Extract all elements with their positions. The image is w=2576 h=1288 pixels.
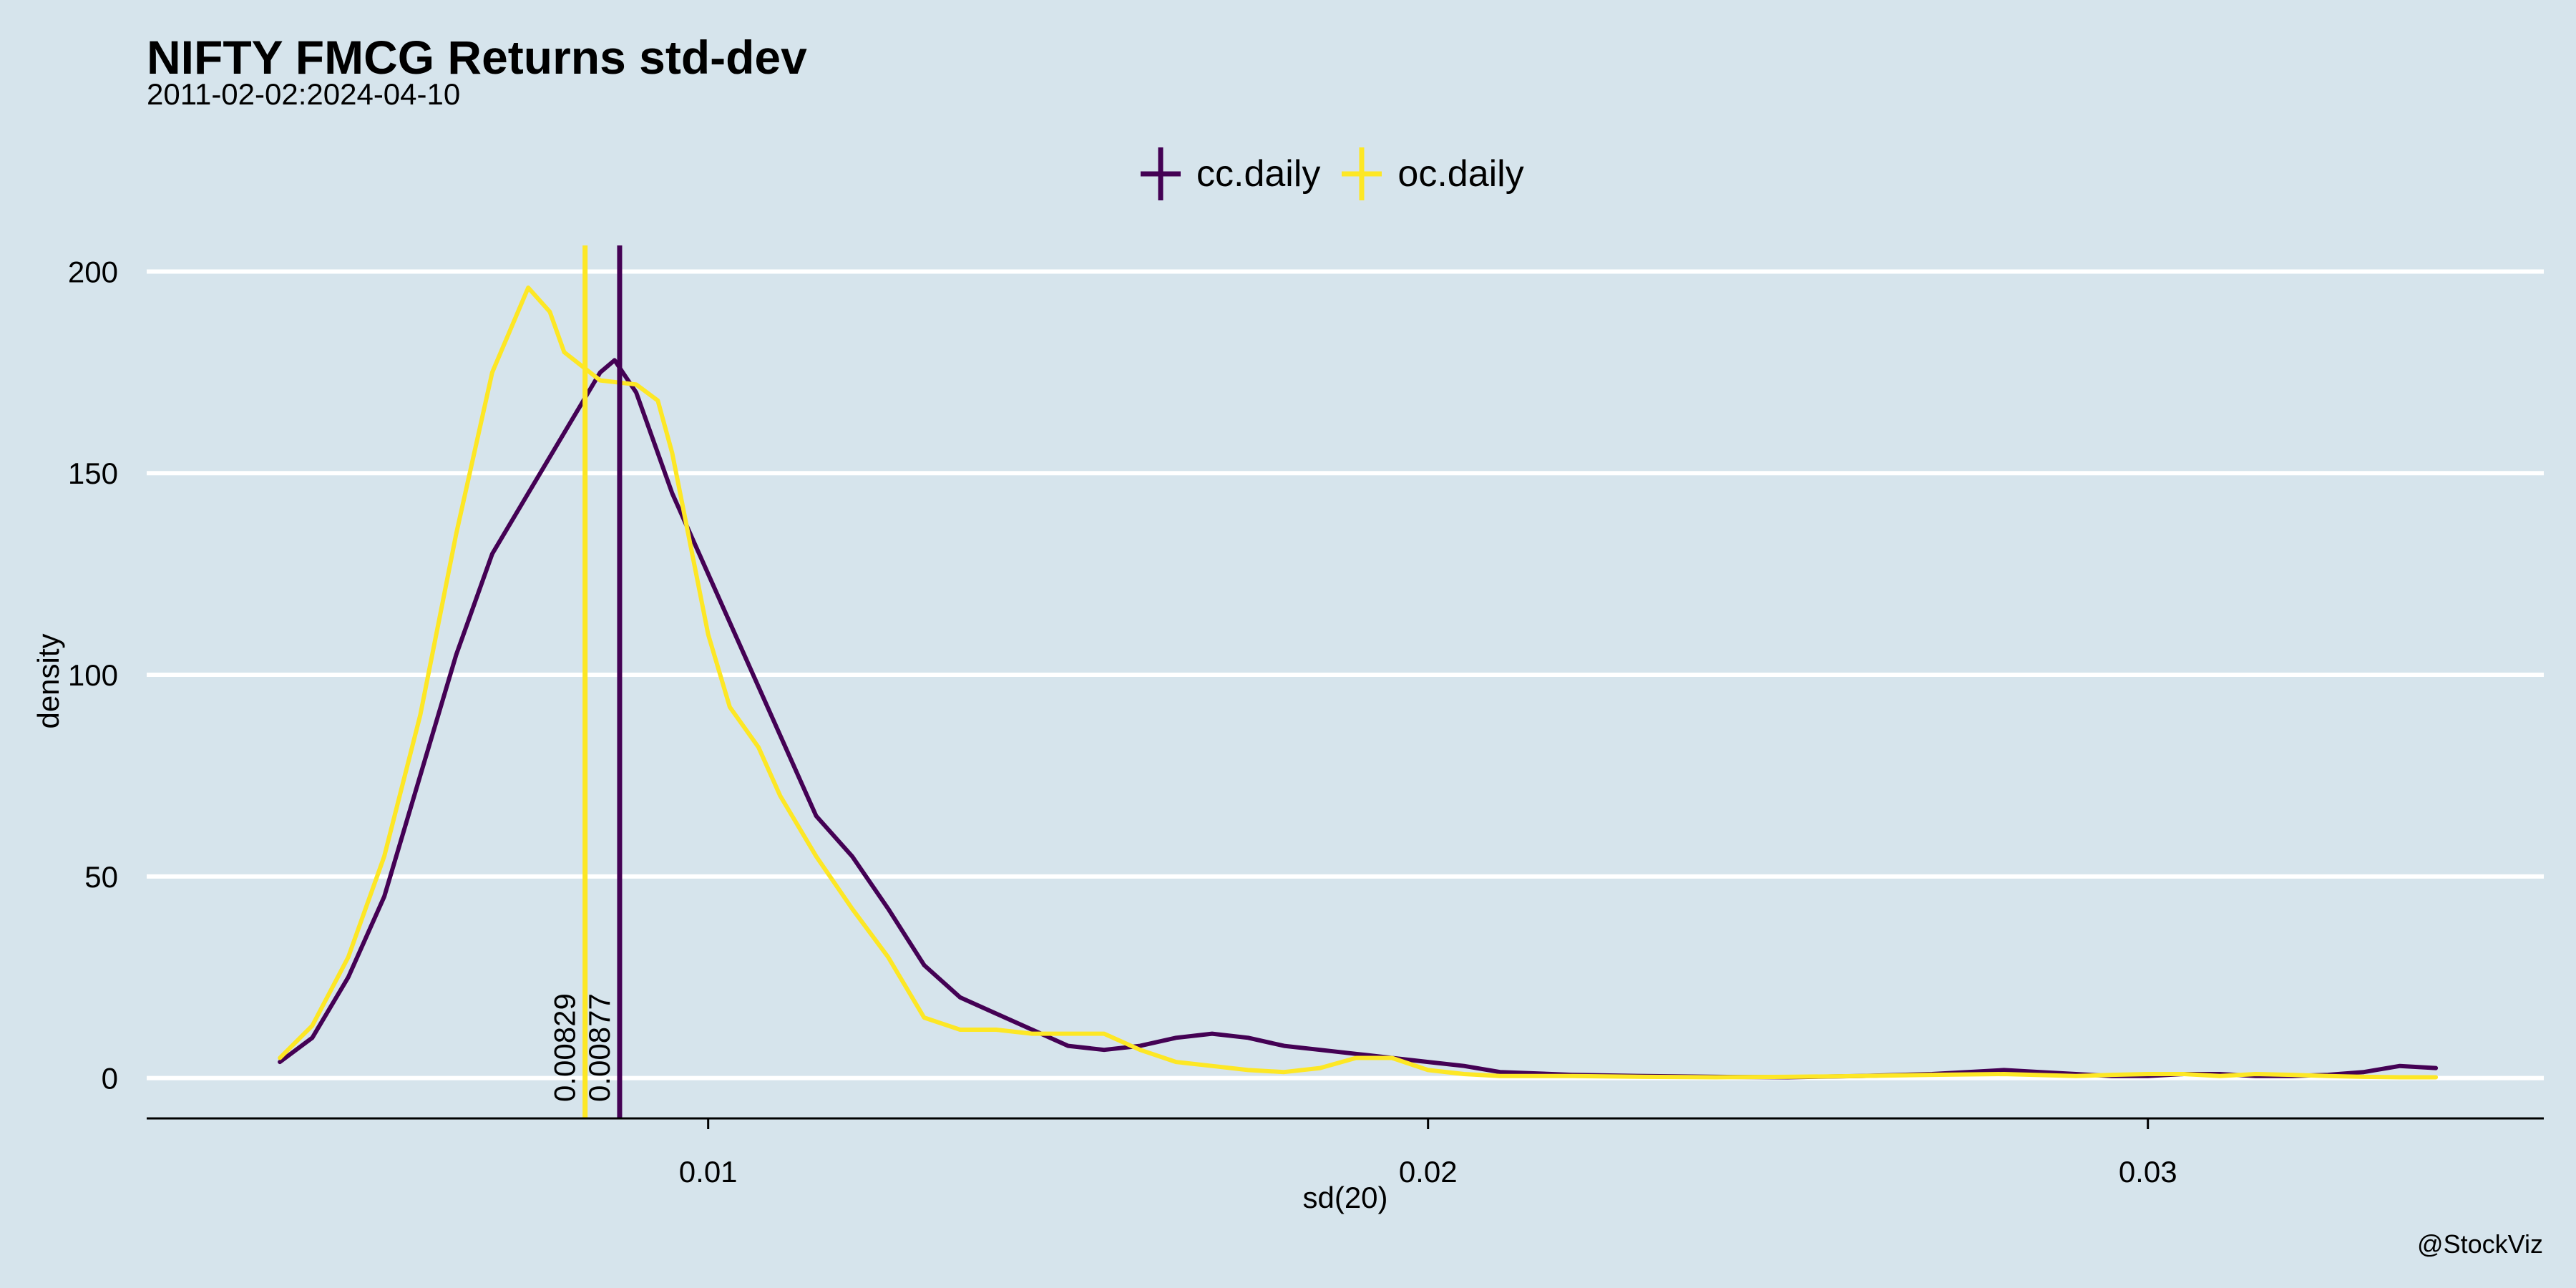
legend-key-cc-daily — [1141, 147, 1181, 200]
chart-title: NIFTY FMCG Returns std-dev — [147, 31, 807, 84]
median-label-cc-daily: 0.00877 — [582, 993, 616, 1102]
density-series — [278, 286, 2439, 1080]
legend-item-oc-daily: oc.daily — [1339, 142, 1524, 206]
y-tick-label: 50 — [84, 860, 118, 894]
x-tick-label: 0.01 — [679, 1155, 738, 1189]
y-axis-label: density — [31, 633, 65, 728]
chart-subtitle: 2011-02-02:2024-04-10 — [147, 77, 461, 111]
legend-label-oc-daily: oc.daily — [1397, 153, 1524, 195]
y-axis-ticks: 0 50 100 150 200 — [68, 255, 118, 1095]
caption: @StockViz — [2417, 1229, 2543, 1259]
median-label-oc-daily: 0.00829 — [548, 993, 582, 1102]
y-tick-label: 100 — [68, 658, 118, 692]
legend-key-oc-daily — [1342, 147, 1382, 200]
x-tick-label: 0.02 — [1399, 1155, 1458, 1189]
y-tick-label: 200 — [68, 255, 118, 288]
x-axis-ticks: 0.01 0.02 0.03 — [679, 1118, 2177, 1189]
density-line-oc-daily — [278, 286, 2439, 1080]
median-markers: 0.00829 0.00877 — [548, 245, 623, 1118]
x-tick-label: 0.03 — [2119, 1155, 2177, 1189]
gridlines — [147, 269, 2544, 1080]
density-line-cc-daily — [278, 358, 2439, 1080]
legend: cc.daily oc.daily — [1138, 142, 1543, 206]
x-axis-label: sd(20) — [1302, 1181, 1387, 1214]
legend-item-cc-daily: cc.daily — [1138, 142, 1320, 206]
y-tick-label: 0 — [102, 1062, 118, 1096]
legend-label-cc-daily: cc.daily — [1196, 153, 1321, 195]
y-tick-label: 150 — [68, 457, 118, 490]
